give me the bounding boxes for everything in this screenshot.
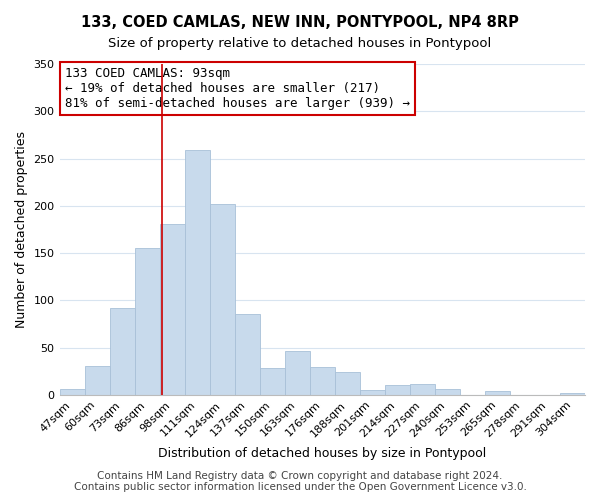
Bar (410, 384, 435, 395)
Text: 133 COED CAMLAS: 93sqm
← 19% of detached houses are smaller (217)
81% of semi-de: 133 COED CAMLAS: 93sqm ← 19% of detached… (65, 68, 410, 110)
Bar (485, 391, 510, 395)
Bar (160, 224, 185, 395)
Text: Size of property relative to detached houses in Pontypool: Size of property relative to detached ho… (109, 38, 491, 51)
Text: Contains HM Land Registry data © Crown copyright and database right 2024.
Contai: Contains HM Land Registry data © Crown c… (74, 471, 526, 492)
Bar (59, 389, 85, 395)
Bar (235, 314, 260, 395)
Text: 133, COED CAMLAS, NEW INN, PONTYPOOL, NP4 8RP: 133, COED CAMLAS, NEW INN, PONTYPOOL, NP… (81, 15, 519, 30)
Bar (435, 389, 460, 395)
Bar (85, 366, 110, 395)
Bar (360, 390, 385, 395)
Y-axis label: Number of detached properties: Number of detached properties (15, 131, 28, 328)
Bar (560, 393, 585, 395)
Bar (335, 372, 360, 395)
Bar (134, 248, 160, 395)
Bar (310, 368, 335, 395)
Bar (385, 386, 410, 395)
Bar (260, 368, 285, 395)
X-axis label: Distribution of detached houses by size in Pontypool: Distribution of detached houses by size … (158, 447, 487, 460)
Bar (110, 308, 134, 395)
Bar (285, 352, 310, 395)
Bar (209, 204, 235, 395)
Bar (185, 150, 209, 395)
